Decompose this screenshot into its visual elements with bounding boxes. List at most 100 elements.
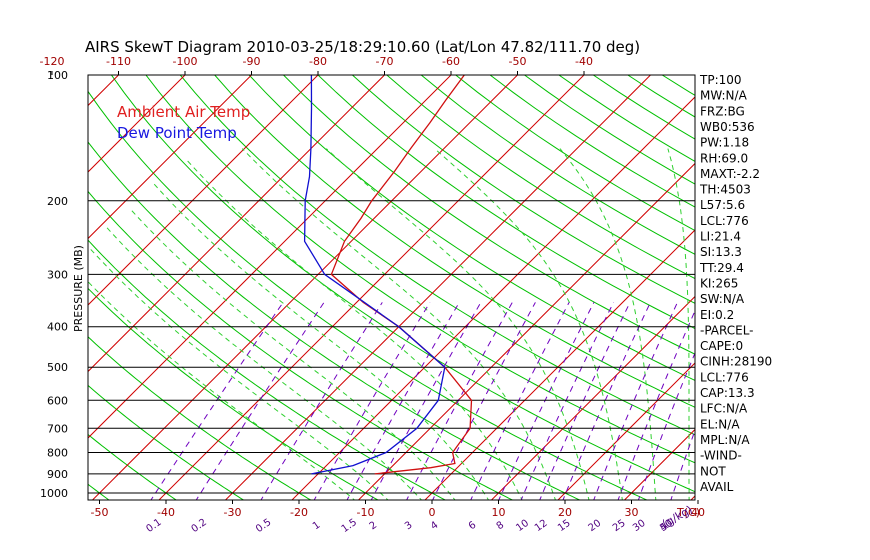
isotherm [88,75,452,439]
isotherm [88,75,252,240]
index-entry: KI:265 [700,277,738,291]
index-entry: TH:4503 [699,183,751,197]
dry-adiabat [661,75,695,96]
isotherm [490,295,695,500]
legend-ambient-air-temp: Ambient Air Temp [117,103,250,121]
dry-adiabat [352,75,695,304]
index-entry: SW:N/A [700,292,745,306]
dry-adiabat [88,90,649,500]
bottom-temperature-tick-label: -30 [224,506,242,519]
index-entry: MAXT:-2.2 [700,167,760,181]
dry-adiabat [110,75,695,493]
pressure-tick-label: 700 [47,422,68,435]
pressure-tick-labels: 100 200 300 400 500 600 700 800 900 1000 [40,69,68,500]
dry-adiabat [88,384,245,500]
isotherm [88,75,319,306]
dry-adiabat [88,336,312,500]
isobars [88,200,695,494]
top-temperature-tick-label: -90 [243,55,261,68]
isotherm [91,75,518,500]
index-entry: RH:69.0 [700,151,748,165]
mixing-ratio-line [539,302,631,500]
mixing-ratio-tick-label: 6 [467,520,479,533]
index-entry: SI:13.3 [700,245,742,259]
mixing-ratio-tick-label: 3 [403,520,415,533]
dry-adiabat [489,75,695,208]
pressure-tick-label: 100 [47,69,68,82]
dry-adiabat [88,141,581,500]
moist-adiabat [559,148,657,500]
isotherm [158,75,585,500]
pressure-tick-label: 600 [47,394,68,407]
y-axis-label: PRESSURE (MB) [72,245,85,332]
mixing-ratio-line [346,302,460,500]
index-entry: TP:100 [699,73,742,87]
moist-adiabat [130,209,456,500]
mixing-ratio-tick-label: 1.5 [340,517,359,535]
index-entry: TT:29.4 [699,261,744,275]
dry-adiabat [145,75,695,464]
bottom-temperature-tick-label: -50 [91,506,109,519]
isotherm [0,75,52,502]
plot-frame [87,74,696,501]
index-entry: CAPE:0 [700,339,743,353]
mixing-ratio-tick-label: 30 [631,518,648,534]
mixing-ratio-line [313,302,431,500]
dry-adiabat [88,190,514,500]
mixing-ratio-tick-label: 15 [556,518,573,534]
index-entry: CAP:13.3 [700,386,755,400]
pressure-tick-label: 900 [47,468,68,481]
index-entry: PW:1.18 [700,136,749,150]
pressure-tick-label: 400 [47,321,68,334]
mixing-ratio-line [150,302,284,500]
dry-adiabat [0,75,44,502]
top-temperature-tick-label: -70 [376,55,394,68]
mixing-ratio-tick-label: 12 [533,518,550,534]
isotherm [756,75,870,502]
index-entry: LCL:776 [700,370,749,384]
isotherm [291,96,695,500]
legend-dew-point-temp: Dew Point Temp [117,124,237,142]
dry-adiabat [420,75,695,255]
index-entry: L57:5.6 [700,198,745,212]
bottom-temperature-tick-label: -20 [290,506,308,519]
index-entry: LCL:776 [700,214,749,228]
index-entry: LFC:N/A [700,402,748,416]
mixing-ratio-tick-label: 8 [495,520,507,533]
mixing-ratio-tick-label: 4 [429,520,441,533]
isotherm [88,75,385,373]
index-entry: EI:0.2 [700,308,734,322]
mixing-ratio-line [670,429,695,500]
dry-adiabat [317,75,695,330]
mixing-ratio-line [195,302,325,500]
top-temperature-ticks: -120 -110 -100 -90 -80 -70 -60 -50 -40 [40,55,593,75]
top-temperature-tick-label: -110 [106,55,131,68]
top-temperature-tick-label: -120 [40,55,65,68]
isotherm [623,428,695,500]
moist-adiabat [105,225,423,500]
pressure-tick-label: 800 [47,447,68,460]
index-entry: AVAIL [700,480,734,494]
mixing-ratio-line [370,302,482,500]
isotherm [88,75,186,173]
dew-point-temp-line [303,75,446,475]
mixing-ratio-tick-label: 0.2 [190,517,209,535]
moist-adiabat [89,248,389,500]
mixing-ratio-tick-label: 0.1 [144,517,163,535]
top-temperature-tick-label: -100 [173,55,198,68]
mixing-ratio-tick-label: 0.5 [254,517,273,535]
index-entry: CINH:28190 [700,355,772,369]
dry-adiabat [88,433,178,500]
index-entry: MPL:N/A [700,433,750,447]
ambient-air-temp-line [330,75,473,475]
bottom-temperature-tick-label: 30 [625,506,639,519]
isotherm [224,75,651,500]
pressure-tick-label: 1000 [40,487,68,500]
temperature-unit-label: T(C) [676,506,700,519]
index-entry: LI:21.4 [700,230,741,244]
isotherm [357,162,695,500]
dry-adiabat [179,75,695,436]
